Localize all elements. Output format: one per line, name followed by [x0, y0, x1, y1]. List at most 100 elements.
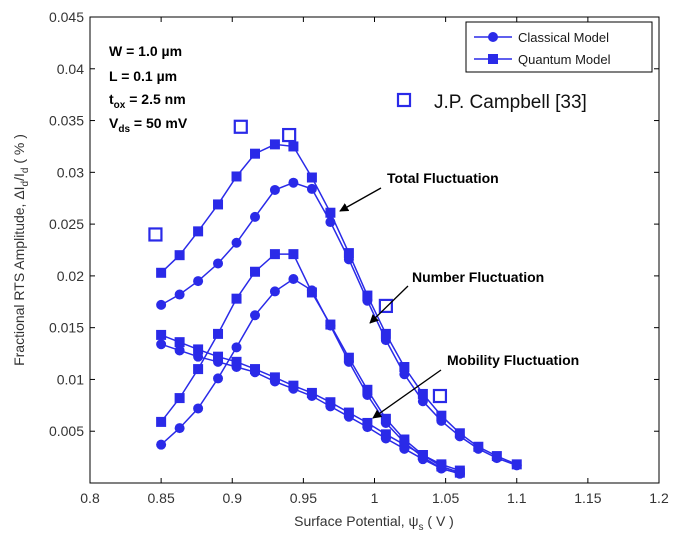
x-tick-label: 1.05 — [432, 490, 459, 506]
data-point-mobility-quantum — [269, 372, 280, 383]
data-point-mobility-quantum — [343, 407, 354, 418]
data-point-number-classical — [174, 423, 185, 434]
data-point-total-classical — [269, 184, 280, 195]
series-total-quantum — [156, 139, 522, 470]
y-tick-label: 0.015 — [49, 320, 84, 336]
x-tick-label: 1.1 — [507, 490, 527, 506]
data-point-total-quantum — [213, 199, 224, 210]
data-point-mobility-quantum — [174, 337, 185, 348]
data-point-number-classical — [193, 403, 204, 414]
legend-label-classical: Classical Model — [518, 30, 609, 45]
data-point-number-quantum — [343, 352, 354, 363]
annotation-total-label: Total Fluctuation — [387, 170, 499, 186]
data-point-number-quantum — [288, 249, 299, 260]
reference-legend: J.P. Campbell [33] — [396, 92, 587, 113]
annotation-number-label: Number Fluctuation — [412, 269, 544, 285]
data-point-total-quantum — [473, 441, 484, 452]
data-point-number-quantum — [269, 249, 280, 260]
param-vds: Vds = 50 mV — [109, 115, 188, 135]
data-point-number-quantum — [362, 384, 373, 395]
data-point-mobility-quantum — [156, 329, 167, 340]
data-point-number-quantum — [156, 416, 167, 427]
y-tick-label: 0.005 — [49, 423, 84, 439]
series-layer — [148, 119, 522, 479]
data-point-total-quantum — [193, 226, 204, 237]
data-point-mobility-quantum — [454, 465, 465, 476]
data-point-reference — [378, 298, 393, 314]
x-axis-title: Surface Potential, ψs ( V ) — [294, 513, 454, 533]
annotation-total: Total Fluctuation — [339, 170, 499, 212]
y-tick-label: 0.045 — [49, 9, 84, 25]
annotation-number: Number Fluctuation — [369, 269, 544, 324]
data-point-total-classical — [213, 258, 224, 269]
y-tick-label: 0.025 — [49, 216, 84, 232]
data-point-total-quantum — [288, 141, 299, 152]
data-point-number-classical — [213, 373, 224, 384]
data-point-total-quantum — [417, 388, 428, 399]
annotation-mobility-label: Mobility Fluctuation — [447, 352, 579, 368]
data-point-total-classical — [156, 299, 167, 310]
reference-legend-marker — [396, 92, 412, 108]
legend-marker-square — [488, 54, 498, 64]
data-point-total-quantum — [306, 172, 317, 183]
x-tick-label: 0.95 — [290, 490, 317, 506]
data-point-mobility-quantum — [288, 380, 299, 391]
data-point-number-quantum — [325, 319, 336, 330]
legend: Classical Model Quantum Model — [465, 21, 653, 73]
data-point-number-classical — [269, 286, 280, 297]
data-point-number-classical — [250, 310, 261, 321]
data-point-number-quantum — [193, 364, 204, 375]
data-point-mobility-quantum — [417, 450, 428, 461]
data-point-mobility-quantum — [380, 429, 391, 440]
y-tick-label: 0.04 — [57, 61, 84, 77]
data-point-number-quantum — [380, 413, 391, 424]
series-reference-measured — [148, 119, 448, 404]
data-point-mobility-quantum — [325, 397, 336, 408]
data-point-mobility-classical — [174, 345, 185, 356]
data-point-total-quantum — [454, 428, 465, 439]
data-point-total-quantum — [174, 250, 185, 261]
reference-legend-label: J.P. Campbell [33] — [434, 92, 587, 113]
data-point-mobility-classical — [156, 339, 167, 350]
data-point-total-quantum — [399, 362, 410, 373]
data-point-total-quantum — [343, 248, 354, 259]
data-point-number-quantum — [231, 293, 242, 304]
param-l: L = 0.1 µm — [109, 68, 177, 84]
data-point-total-classical — [174, 289, 185, 300]
annotation-mobility: Mobility Fluctuation — [372, 352, 579, 419]
data-point-total-classical — [231, 237, 242, 248]
data-point-total-quantum — [436, 410, 447, 421]
annotation-total-arrow — [339, 187, 382, 212]
legend-marker-circle — [488, 32, 498, 42]
legend-label-quantum: Quantum Model — [518, 52, 611, 67]
data-point-mobility-quantum — [362, 417, 373, 428]
data-point-mobility-quantum — [306, 387, 317, 398]
x-tick-label: 0.85 — [148, 490, 175, 506]
data-point-total-quantum — [250, 148, 261, 159]
data-point-mobility-quantum — [436, 459, 447, 470]
y-tick-label: 0.035 — [49, 113, 84, 129]
data-point-reference — [432, 388, 448, 404]
data-point-number-classical — [231, 342, 242, 353]
data-point-number-quantum — [174, 393, 185, 404]
y-axis-ticks: 0.005 0.01 0.015 0.02 0.025 0.03 0.035 0.04 0.04… — [49, 9, 659, 439]
parameter-box: W = 1.0 µm L = 0.1 µm tox = 2.5 nm Vds =… — [109, 43, 188, 135]
param-w: W = 1.0 µm — [109, 43, 182, 59]
x-tick-label: 1.15 — [574, 490, 601, 506]
data-point-total-quantum — [325, 207, 336, 218]
y-tick-label: 0.02 — [57, 268, 84, 284]
param-tox: tox = 2.5 nm — [109, 91, 186, 111]
data-point-reference — [148, 227, 163, 242]
annotation-number-arrow — [369, 285, 409, 324]
data-point-total-classical — [250, 211, 261, 222]
data-point-total-classical — [193, 276, 204, 287]
x-tick-label: 0.8 — [80, 490, 100, 506]
data-point-total-classical — [288, 177, 299, 188]
data-point-mobility-quantum — [399, 439, 410, 450]
data-point-mobility-quantum — [250, 364, 261, 375]
data-point-total-classical — [306, 183, 317, 194]
data-point-total-quantum — [362, 290, 373, 301]
data-point-mobility-quantum — [193, 344, 204, 355]
data-point-total-quantum — [156, 267, 167, 278]
data-point-number-classical — [288, 273, 299, 284]
